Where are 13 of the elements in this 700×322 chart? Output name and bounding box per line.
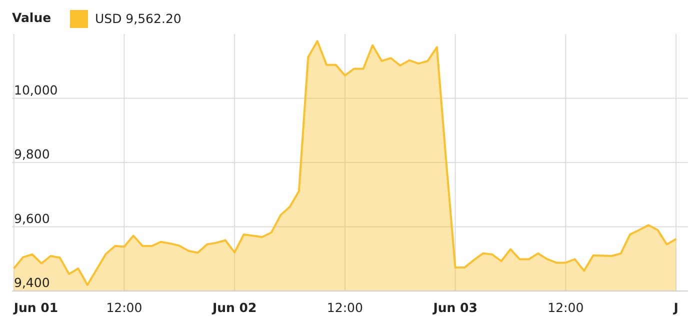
y-tick-label: 9,400	[14, 275, 50, 290]
x-tick-label: 12:00	[548, 300, 584, 315]
x-tick-label: Jun 02	[211, 300, 257, 315]
legend-title: Value	[12, 10, 52, 25]
x-tick-label: Jun 01	[12, 300, 58, 315]
x-tick-label: J	[672, 300, 678, 315]
x-tick-label: 12:00	[106, 300, 142, 315]
y-tick-label: 9,600	[14, 210, 50, 226]
x-tick-label: 12:00	[326, 300, 363, 315]
y-tick-label: 10,000	[14, 82, 58, 98]
x-tick-label: Jun 03	[432, 300, 478, 315]
legend-label: USD 9,562.20	[95, 11, 182, 26]
y-tick-label: 9,800	[14, 146, 50, 162]
